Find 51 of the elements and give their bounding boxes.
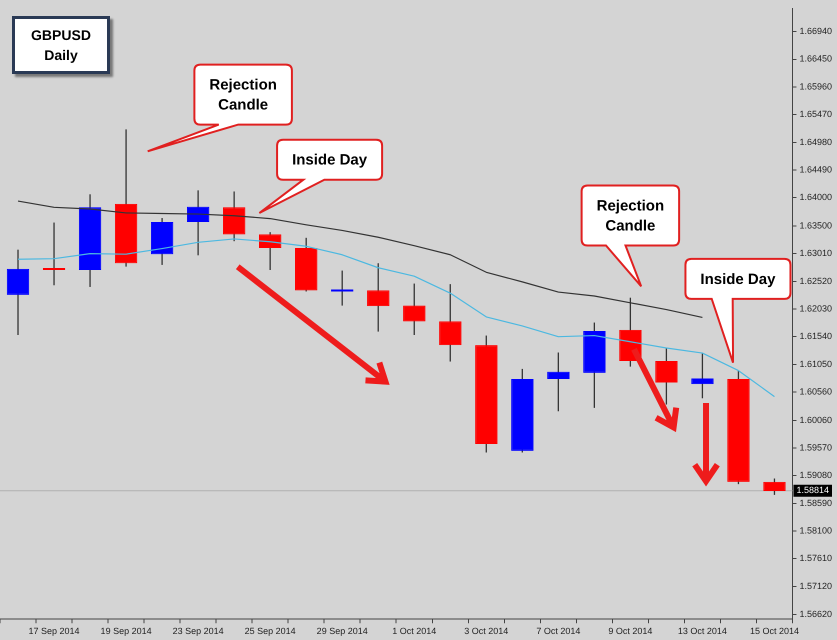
- x-tick-label: 13 Oct 2014: [678, 626, 727, 636]
- candlestick: [403, 282, 426, 336]
- ref-line-label: 1.58814: [796, 485, 830, 496]
- candlestick: [367, 262, 390, 332]
- y-tick-label: 1.60060: [799, 414, 832, 425]
- y-tick-label: 1.63500: [799, 220, 832, 230]
- candlestick: [331, 270, 354, 306]
- y-tick-label: 1.57610: [799, 553, 832, 564]
- y-tick-label: 1.60560: [799, 386, 832, 397]
- annotation: Rejection Candle: [209, 76, 277, 114]
- y-tick-label: 1.57120: [799, 580, 832, 591]
- y-tick-label: 1.59080: [799, 470, 832, 480]
- x-tick-label: 19 Sep 2014: [100, 626, 152, 636]
- y-tick-label: 1.64000: [799, 192, 832, 202]
- text: GBPUSD: [30, 26, 92, 45]
- y-tick-label: 1.64490: [799, 164, 832, 174]
- y-tick-label: 1.62520: [799, 276, 832, 286]
- candlestick: [655, 347, 678, 406]
- annotation: Inside Day: [292, 152, 368, 169]
- y-tick-label: 1.58100: [799, 526, 832, 536]
- x-tick-label: 3 Oct 2014: [464, 626, 508, 636]
- x-tick-label: 9 Oct 2014: [608, 626, 652, 636]
- candlestick: [42, 222, 66, 286]
- x-tick-label: 7 Oct 2014: [536, 626, 580, 636]
- y-tick-label: 1.56620: [799, 609, 832, 620]
- y-tick-label: 1.66450: [799, 54, 832, 64]
- candlestick: [547, 352, 570, 412]
- y-tick-label: 1.65960: [799, 81, 832, 92]
- y-tick-label: 1.66940: [799, 26, 832, 36]
- x-tick-label: 25 Sep 2014: [244, 626, 296, 636]
- annotation: Inside Day: [700, 270, 776, 288]
- text: Daily: [43, 46, 79, 65]
- candlestick: [691, 352, 714, 399]
- y-tick-label: 1.63010: [799, 248, 832, 258]
- x-tick-label: 23 Sep 2014: [172, 626, 224, 636]
- y-tick-label: 1.61540: [799, 331, 832, 342]
- y-tick-label: 1.59570: [799, 442, 832, 452]
- x-tick-label: 29 Sep 2014: [316, 626, 368, 636]
- annotation: Rejection Candle: [596, 198, 664, 235]
- candlestick: [763, 478, 786, 496]
- x-tick-label: 17 Sep 2014: [28, 626, 80, 636]
- y-tick-label: 1.65470: [799, 109, 832, 120]
- y-tick-label: 1.62030: [799, 303, 832, 314]
- candlestick: [6, 249, 30, 336]
- candlestick: [258, 232, 282, 271]
- x-tick-label: 1 Oct 2014: [392, 626, 436, 636]
- x-tick-label: 15 Oct 2014: [750, 626, 799, 636]
- y-tick-label: 1.61050: [799, 358, 832, 369]
- y-tick-label: 1.58590: [799, 498, 832, 508]
- candlestick: [439, 283, 462, 362]
- y-tick-label: 1.64980: [799, 136, 832, 147]
